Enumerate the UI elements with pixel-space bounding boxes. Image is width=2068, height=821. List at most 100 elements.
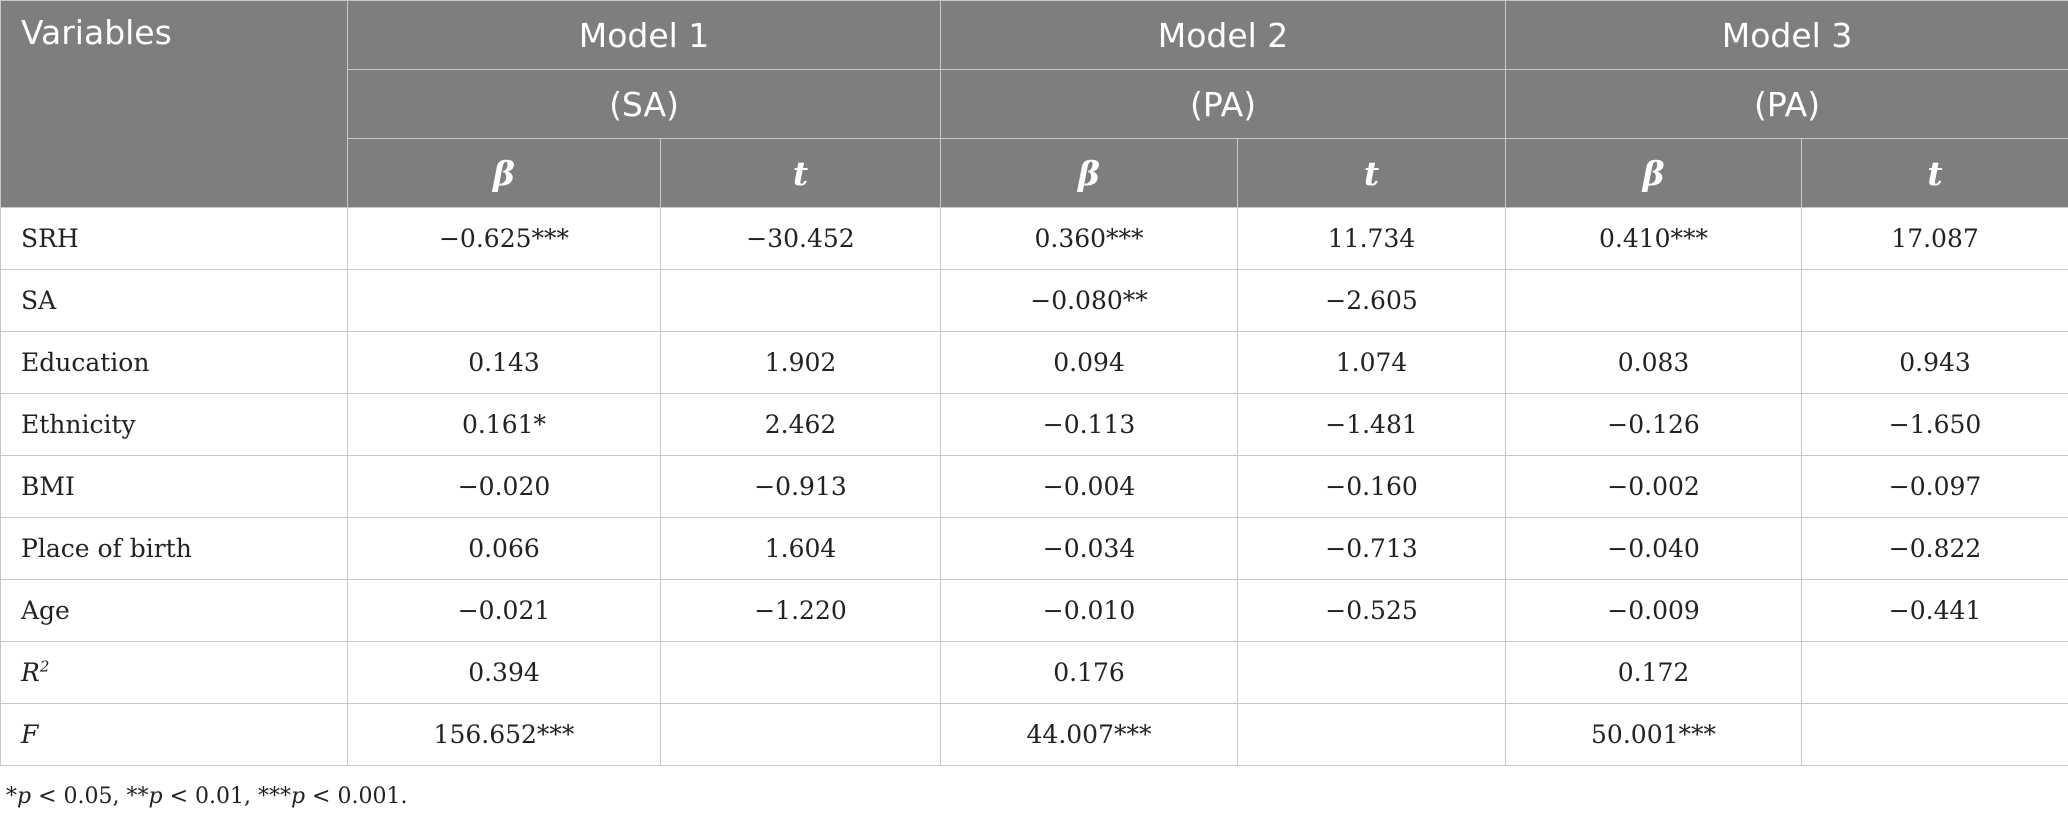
model-2-header: Model 2 xyxy=(940,0,1507,70)
model-3-beta-cell: −0.126 xyxy=(1505,393,1803,456)
model-2-beta-header: β xyxy=(940,138,1239,208)
model-3-t-cell xyxy=(1801,641,2068,704)
variable-label: SRH xyxy=(0,207,348,270)
header-row-outcomes: (SA) (PA) (PA) xyxy=(1,69,2068,139)
table-body: SRH −0.625*** −30.452 0.360*** 11.734 0.… xyxy=(0,207,2068,766)
model-1-beta-cell: 156.652*** xyxy=(347,703,661,766)
variable-label: Education xyxy=(0,331,348,394)
model-2-t-cell: −0.160 xyxy=(1237,455,1507,518)
footnote-part: < 0.001. xyxy=(305,784,408,809)
model-2-t-cell: −0.525 xyxy=(1237,579,1507,642)
model-1-beta-cell: −0.021 xyxy=(347,579,661,642)
model-1-t-cell xyxy=(659,641,942,704)
model-1-t-cell: 1.604 xyxy=(659,517,942,580)
model-1-beta-cell xyxy=(347,269,661,332)
r-squared-superscript: 2 xyxy=(39,657,50,676)
table-row: Education 0.143 1.902 0.094 1.074 0.083 … xyxy=(0,331,2068,394)
header-row-models: Variables Model 1 Model 2 Model 3 xyxy=(0,0,2068,208)
model-1-t-cell: −30.452 xyxy=(659,207,942,270)
model-2-t-header: t xyxy=(1237,138,1507,208)
model-1-t-cell: 2.462 xyxy=(659,393,942,456)
model-3-t-cell: −0.441 xyxy=(1801,579,2068,642)
model-3-t-cell: 17.087 xyxy=(1801,207,2068,270)
model-3-t-cell: −0.822 xyxy=(1801,517,2068,580)
model-1-outcome: (SA) xyxy=(346,69,942,139)
model-2-t-cell: −1.481 xyxy=(1237,393,1507,456)
model-2-t-cell xyxy=(1237,703,1507,766)
table-row: SRH −0.625*** −30.452 0.360*** 11.734 0.… xyxy=(0,207,2068,270)
model-3-beta-cell xyxy=(1505,269,1803,332)
model-2-beta-cell: −0.010 xyxy=(940,579,1239,642)
model-2-beta-cell: 0.360*** xyxy=(940,207,1239,270)
model-3-t-cell: 0.943 xyxy=(1801,331,2068,394)
model-3-t-header: t xyxy=(1801,138,2068,208)
model-1-beta-cell: 0.161* xyxy=(347,393,661,456)
model-3-beta-header: β xyxy=(1505,138,1803,208)
model-2-beta-cell: 0.176 xyxy=(940,641,1239,704)
model-2-beta-cell: 44.007*** xyxy=(940,703,1239,766)
table-header: Variables Model 1 Model 2 Model 3 (SA) (… xyxy=(0,0,2068,208)
model-1-beta-header: β xyxy=(347,138,661,208)
model-1-t-header: t xyxy=(659,138,942,208)
model-1-t-cell: −1.220 xyxy=(659,579,942,642)
model-1-beta-cell: −0.625*** xyxy=(347,207,661,270)
footnote-part: < 0.01, *** xyxy=(162,784,291,809)
model-3-t-cell xyxy=(1801,703,2068,766)
regression-table: Variables Model 1 Model 2 Model 3 (SA) (… xyxy=(0,0,2068,766)
footnote-part: * xyxy=(6,784,17,809)
model-1-beta-cell: 0.394 xyxy=(347,641,661,704)
model-2-t-cell: 1.074 xyxy=(1237,331,1507,394)
model-2-beta-cell: −0.034 xyxy=(940,517,1239,580)
model-1-t-cell xyxy=(659,269,942,332)
model-2-outcome: (PA) xyxy=(940,69,1507,139)
model-3-beta-cell: 50.001*** xyxy=(1505,703,1803,766)
table-row: Place of birth 0.066 1.604 −0.034 −0.713… xyxy=(0,517,2068,580)
footnote-part: < 0.05, ** xyxy=(31,784,149,809)
model-1-beta-cell: −0.020 xyxy=(347,455,661,518)
footnote-p: p xyxy=(290,784,306,809)
table-row: BMI −0.020 −0.913 −0.004 −0.160 −0.002 −… xyxy=(0,455,2068,518)
model-3-outcome: (PA) xyxy=(1505,69,2068,139)
model-3-beta-cell: −0.009 xyxy=(1505,579,1803,642)
table-row: F 156.652*** 44.007*** 50.001*** xyxy=(0,703,2068,766)
model-1-header: Model 1 xyxy=(346,0,942,70)
variable-label: SA xyxy=(0,269,348,332)
r-squared-letter: R xyxy=(21,658,40,687)
footnote-p: p xyxy=(148,784,163,809)
model-1-beta-cell: 0.066 xyxy=(347,517,661,580)
model-2-t-cell: 11.734 xyxy=(1237,207,1507,270)
model-2-beta-cell: −0.004 xyxy=(940,455,1239,518)
header-row-stats: β t β t β t xyxy=(1,138,2068,208)
model-1-t-cell: −0.913 xyxy=(659,455,942,518)
model-2-t-cell: −2.605 xyxy=(1237,269,1507,332)
model-2-beta-cell: −0.113 xyxy=(940,393,1239,456)
model-2-t-cell xyxy=(1237,641,1507,704)
model-3-t-cell xyxy=(1801,269,2068,332)
model-2-beta-cell: −0.080** xyxy=(940,269,1239,332)
footnote-p: p xyxy=(17,784,32,809)
model-1-beta-cell: 0.143 xyxy=(347,331,661,394)
variable-label: R2 xyxy=(0,641,348,704)
table-row: Age −0.021 −1.220 −0.010 −0.525 −0.009 −… xyxy=(0,579,2068,642)
model-3-beta-cell: 0.172 xyxy=(1505,641,1803,704)
model-3-beta-cell: 0.083 xyxy=(1505,331,1803,394)
model-2-t-cell: −0.713 xyxy=(1237,517,1507,580)
model-1-t-cell xyxy=(659,703,942,766)
table-row: Ethnicity 0.161* 2.462 −0.113 −1.481 −0.… xyxy=(0,393,2068,456)
model-3-header: Model 3 xyxy=(1505,0,2068,70)
model-1-t-cell: 1.902 xyxy=(659,331,942,394)
variable-label: BMI xyxy=(0,455,348,518)
variable-label: Age xyxy=(0,579,348,642)
table-row: SA −0.080** −2.605 xyxy=(0,269,2068,332)
model-3-t-cell: −0.097 xyxy=(1801,455,2068,518)
variables-header: Variables xyxy=(0,0,348,208)
model-3-beta-cell: −0.040 xyxy=(1505,517,1803,580)
variable-label: F xyxy=(0,703,348,766)
model-3-beta-cell: −0.002 xyxy=(1505,455,1803,518)
model-3-t-cell: −1.650 xyxy=(1801,393,2068,456)
variable-label: Ethnicity xyxy=(0,393,348,456)
variable-label: Place of birth xyxy=(0,517,348,580)
significance-footnote: *p < 0.05, **p < 0.01, ***p < 0.001. xyxy=(6,784,407,809)
table-row: R2 0.394 0.176 0.172 xyxy=(0,641,2068,704)
model-2-beta-cell: 0.094 xyxy=(940,331,1239,394)
